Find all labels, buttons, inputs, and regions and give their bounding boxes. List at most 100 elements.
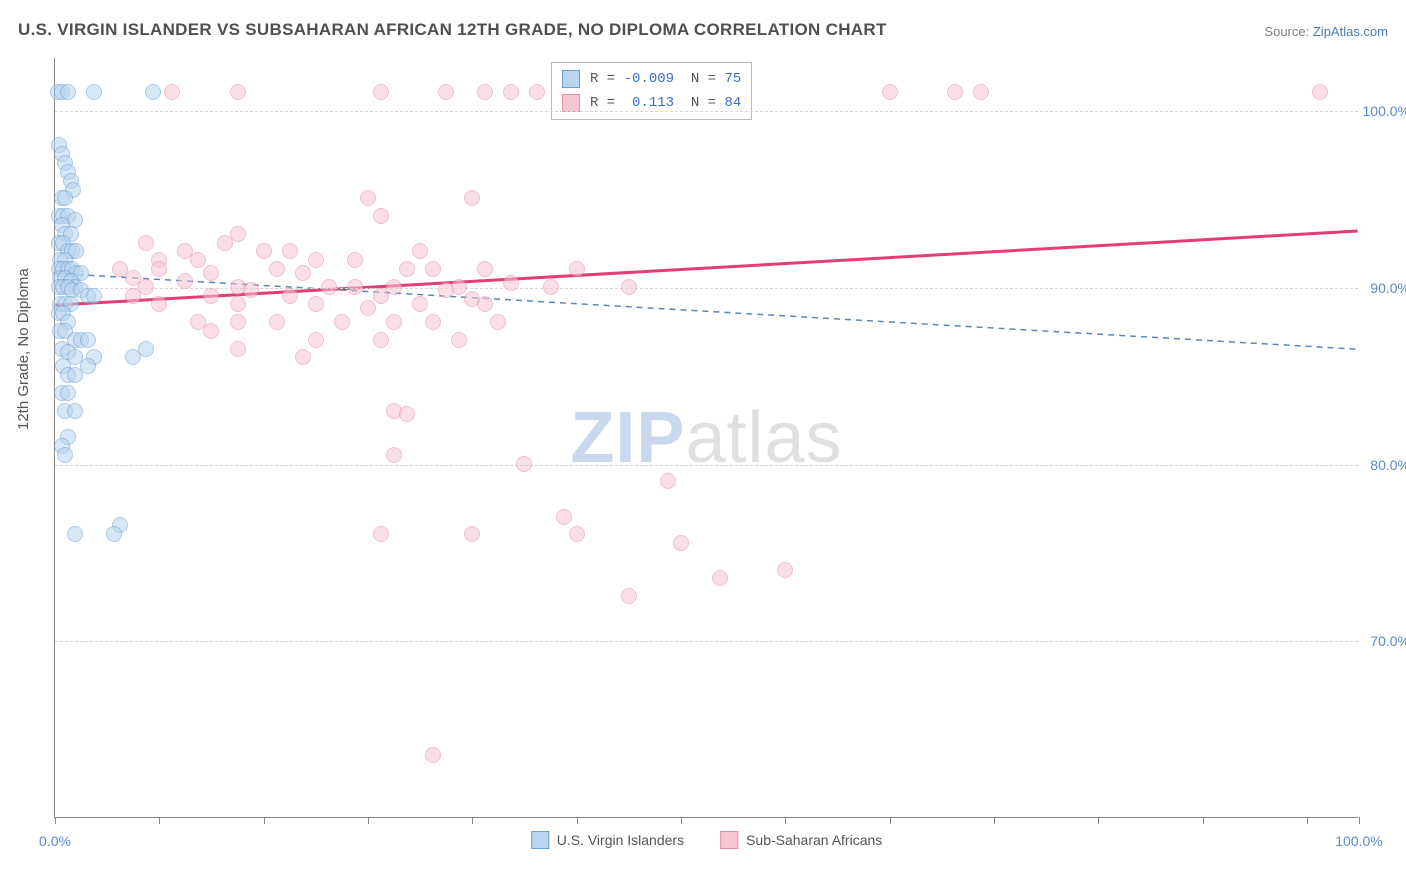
x-tick bbox=[159, 817, 160, 824]
y-tick-label: 90.0% bbox=[1370, 280, 1406, 296]
legend-swatch-icon bbox=[720, 831, 738, 849]
scatter-point bbox=[516, 456, 532, 472]
scatter-point bbox=[660, 473, 676, 489]
scatter-point bbox=[151, 261, 167, 277]
scatter-point bbox=[230, 296, 246, 312]
scatter-point bbox=[412, 243, 428, 259]
watermark: ZIPatlas bbox=[570, 397, 842, 479]
scatter-point bbox=[373, 526, 389, 542]
scatter-point bbox=[295, 265, 311, 281]
scatter-point bbox=[203, 288, 219, 304]
scatter-point bbox=[399, 261, 415, 277]
scatter-point bbox=[973, 84, 989, 100]
y-axis-label: 12th Grade, No Diploma bbox=[15, 268, 32, 430]
x-tick-label-right: 100.0% bbox=[1335, 833, 1382, 849]
scatter-point bbox=[80, 358, 96, 374]
scatter-point bbox=[464, 190, 480, 206]
scatter-point bbox=[477, 84, 493, 100]
gridline bbox=[55, 111, 1358, 112]
y-tick-label: 100.0% bbox=[1363, 103, 1406, 119]
source-label: Source: bbox=[1264, 24, 1309, 39]
scatter-point bbox=[490, 314, 506, 330]
scatter-point bbox=[503, 84, 519, 100]
watermark-zip: ZIP bbox=[570, 397, 685, 479]
scatter-point bbox=[386, 447, 402, 463]
scatter-point bbox=[373, 332, 389, 348]
scatter-point bbox=[543, 279, 559, 295]
scatter-point bbox=[425, 747, 441, 763]
scatter-point bbox=[67, 526, 83, 542]
scatter-point bbox=[399, 406, 415, 422]
scatter-point bbox=[106, 526, 122, 542]
scatter-point bbox=[503, 275, 519, 291]
legend-swatch-blue bbox=[562, 70, 580, 88]
chart-title: U.S. VIRGIN ISLANDER VS SUBSAHARAN AFRIC… bbox=[18, 20, 887, 40]
plot-area: ZIPatlas R = -0.009 N = 75 R = 0.113 N =… bbox=[54, 58, 1358, 818]
legend-swatch-pink bbox=[562, 94, 580, 112]
scatter-point bbox=[425, 261, 441, 277]
scatter-point bbox=[621, 588, 637, 604]
x-tick bbox=[1098, 817, 1099, 824]
legend-label: Sub-Saharan Africans bbox=[746, 832, 882, 848]
scatter-point bbox=[477, 296, 493, 312]
x-tick bbox=[785, 817, 786, 824]
scatter-point bbox=[334, 314, 350, 330]
scatter-point bbox=[451, 332, 467, 348]
legend-item-virgin-islanders: U.S. Virgin Islanders bbox=[531, 831, 684, 849]
source-link[interactable]: ZipAtlas.com bbox=[1313, 24, 1388, 39]
chart-container: U.S. VIRGIN ISLANDER VS SUBSAHARAN AFRIC… bbox=[0, 0, 1406, 892]
scatter-point bbox=[464, 526, 480, 542]
x-tick-label-left: 0.0% bbox=[39, 833, 71, 849]
scatter-point bbox=[151, 296, 167, 312]
x-tick bbox=[55, 817, 56, 824]
scatter-point bbox=[1312, 84, 1328, 100]
x-tick bbox=[994, 817, 995, 824]
x-tick bbox=[368, 817, 369, 824]
scatter-point bbox=[138, 235, 154, 251]
scatter-point bbox=[373, 208, 389, 224]
x-tick bbox=[472, 817, 473, 824]
scatter-point bbox=[86, 288, 102, 304]
scatter-point bbox=[269, 261, 285, 277]
scatter-point bbox=[256, 243, 272, 259]
scatter-point bbox=[882, 84, 898, 100]
scatter-point bbox=[308, 296, 324, 312]
y-tick-label: 70.0% bbox=[1370, 633, 1406, 649]
scatter-point bbox=[203, 265, 219, 281]
legend-swatch-icon bbox=[531, 831, 549, 849]
scatter-point bbox=[321, 279, 337, 295]
legend-stats-pink: R = 0.113 N = 84 bbox=[590, 95, 741, 111]
scatter-point bbox=[164, 84, 180, 100]
scatter-point bbox=[360, 300, 376, 316]
scatter-point bbox=[373, 84, 389, 100]
scatter-point bbox=[308, 252, 324, 268]
legend-label: U.S. Virgin Islanders bbox=[557, 832, 684, 848]
scatter-point bbox=[230, 314, 246, 330]
scatter-point bbox=[347, 252, 363, 268]
scatter-point bbox=[386, 314, 402, 330]
source-attribution: Source: ZipAtlas.com bbox=[1264, 24, 1388, 39]
scatter-point bbox=[57, 447, 73, 463]
scatter-point bbox=[308, 332, 324, 348]
scatter-point bbox=[145, 84, 161, 100]
y-tick-label: 80.0% bbox=[1370, 457, 1406, 473]
x-tick bbox=[1203, 817, 1204, 824]
scatter-point bbox=[230, 84, 246, 100]
scatter-point bbox=[217, 235, 233, 251]
x-tick bbox=[1307, 817, 1308, 824]
scatter-point bbox=[347, 279, 363, 295]
legend-row-blue: R = -0.009 N = 75 bbox=[562, 67, 741, 91]
scatter-point bbox=[777, 562, 793, 578]
scatter-point bbox=[86, 84, 102, 100]
scatter-point bbox=[203, 323, 219, 339]
trend-lines bbox=[55, 58, 1358, 817]
gridline bbox=[55, 641, 1358, 642]
scatter-point bbox=[712, 570, 728, 586]
scatter-point bbox=[80, 332, 96, 348]
x-tick bbox=[1359, 817, 1360, 824]
scatter-point bbox=[569, 261, 585, 277]
scatter-point bbox=[177, 273, 193, 289]
scatter-point bbox=[477, 261, 493, 277]
scatter-point bbox=[673, 535, 689, 551]
scatter-point bbox=[412, 296, 428, 312]
